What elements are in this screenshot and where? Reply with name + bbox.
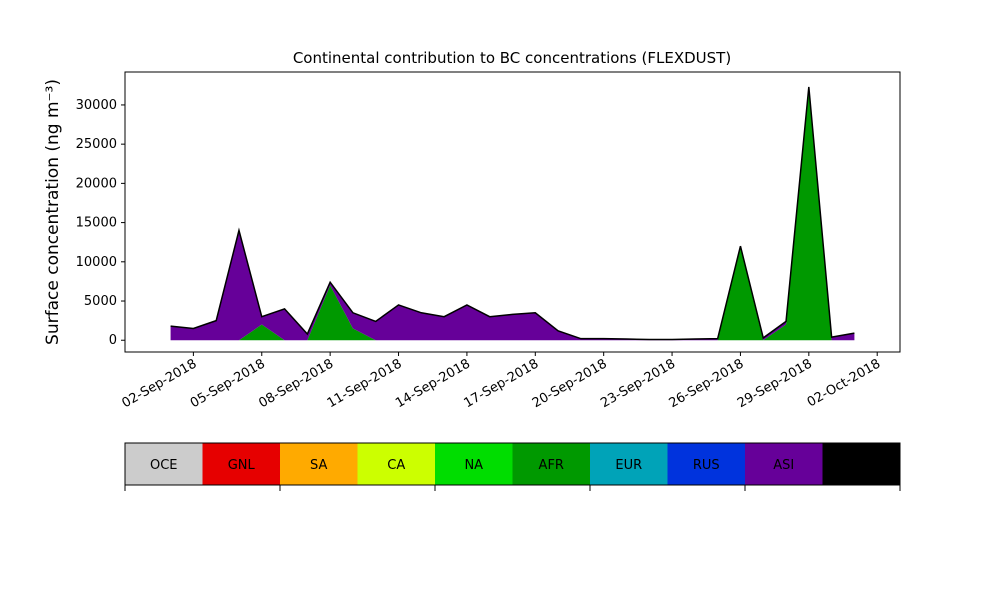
legend-swatch [357,443,435,485]
legend-swatch [822,443,900,485]
y-tick-label: 30000 [76,98,117,113]
legend-swatch [125,443,203,485]
y-tick-label: 0 [109,333,117,348]
y-tick-label: 25000 [76,137,117,152]
legend-label: NA [464,458,483,473]
y-tick-label: 10000 [76,255,117,270]
legend-label: AUS [848,458,875,473]
legend-swatch [435,443,513,485]
axes-frame [124,71,901,353]
x-tick-label: 02-Oct-2018 [805,356,883,410]
legend-swatch [202,443,280,485]
legend-swatch [667,443,745,485]
y-tick-label: 20000 [76,176,117,191]
x-tick-label: 08-Sep-2018 [256,356,336,411]
chart-title: Continental contribution to BC concentra… [293,49,731,67]
x-tick-label: 11-Sep-2018 [325,356,405,411]
x-tick-label: 29-Sep-2018 [735,356,815,411]
legend-label: CA [387,458,405,473]
y-tick-label: 5000 [84,294,117,309]
x-tick-label: 05-Sep-2018 [188,356,268,411]
x-tick-label: 17-Sep-2018 [461,356,541,411]
x-tick-label: 02-Sep-2018 [120,356,200,411]
legend-frame [124,442,901,486]
x-tick-label: 23-Sep-2018 [598,356,678,411]
legend-label: AFR [539,458,564,473]
x-tick-label: 14-Sep-2018 [393,356,473,411]
legend-label: ASI [773,458,794,473]
x-tick-label: 26-Sep-2018 [667,356,747,411]
area [170,89,855,341]
x-tick-label: 20-Sep-2018 [530,356,610,411]
y-tick-label: 15000 [76,216,117,231]
legend-swatch [280,443,358,485]
legend-label: OCE [150,458,178,473]
legend-swatch [512,443,590,485]
legend-label: SA [310,458,327,473]
legend-label: RUS [693,458,720,473]
legend-swatch [590,443,668,485]
total-outline [170,86,855,341]
legend-label: GNL [228,458,256,473]
legend-label: EUR [615,458,642,473]
legend-swatch [745,443,823,485]
y-axis-label: Surface concentration (ng m⁻³) [43,79,63,345]
area [170,86,855,341]
